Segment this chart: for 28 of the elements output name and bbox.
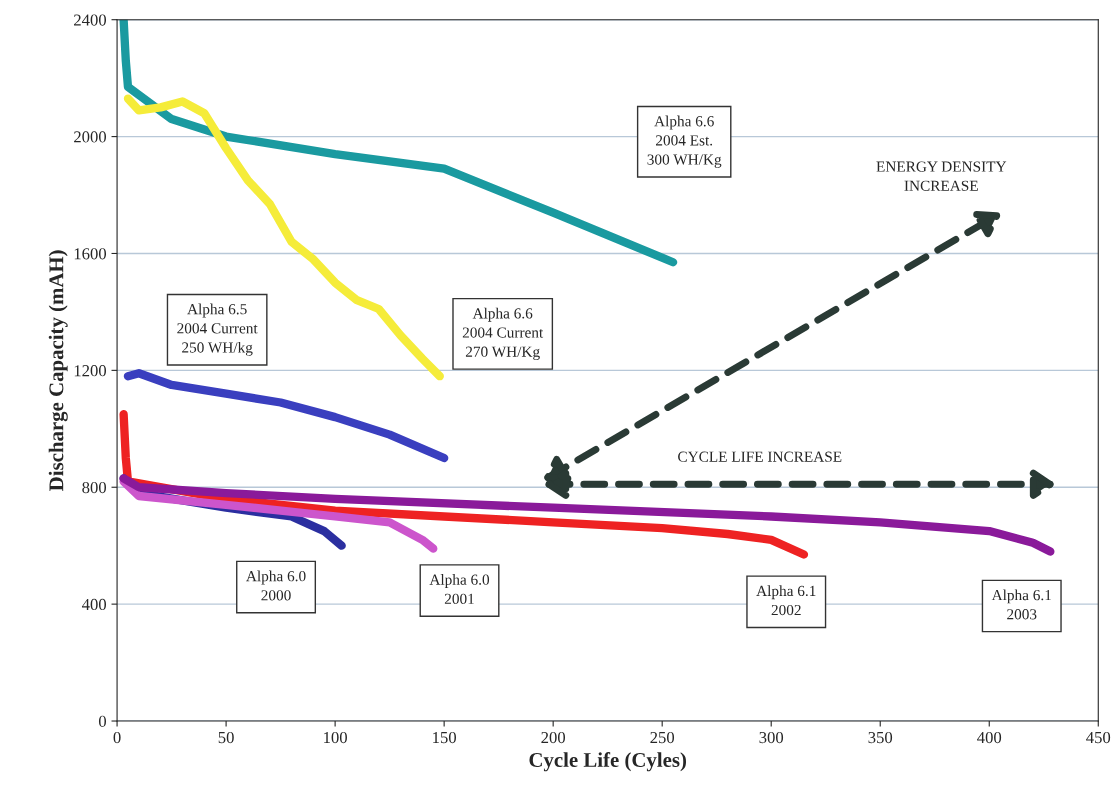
x-tick-label: 350 bbox=[868, 731, 893, 744]
x-tick-label: 450 bbox=[1086, 731, 1111, 744]
annotation: Alpha 6.0 2000 bbox=[246, 570, 306, 601]
y-tick-label: 400 bbox=[81, 598, 107, 611]
annotation: Alpha 6.1 2002 bbox=[756, 585, 816, 616]
y-tick-label: 0 bbox=[98, 715, 107, 727]
x-tick-label: 400 bbox=[977, 731, 1002, 744]
annotation: Alpha 6.6 2004 Current 270 WH/Kg bbox=[462, 307, 544, 360]
y-tick-label: 2000 bbox=[74, 131, 107, 143]
x-tick-label: 200 bbox=[541, 731, 566, 744]
annotation: Alpha 6.5 2004 Current 250 WH/kg bbox=[177, 303, 258, 356]
x-axis-title: Cycle Life (Cyles) bbox=[529, 752, 687, 772]
x-tick-label: 100 bbox=[324, 731, 347, 744]
x-tick-label: 50 bbox=[218, 731, 234, 744]
annotation: ENERGY DENSITY INCREASE bbox=[876, 161, 1007, 191]
x-tick-label: 250 bbox=[650, 731, 675, 744]
annotation: CYCLE LIFE INCREASE bbox=[678, 451, 842, 462]
annotation: Alpha 6.1 2003 bbox=[991, 589, 1051, 620]
y-tick-label: 1200 bbox=[74, 365, 107, 377]
annotation: Alpha 6.6 2004 Est. 300 WH/Kg bbox=[647, 115, 722, 168]
y-tick-label: 2400 bbox=[74, 14, 107, 26]
annotation: Alpha 6.0 2001 bbox=[429, 574, 490, 604]
x-tick-label: 0 bbox=[113, 731, 121, 744]
y-tick-label: 1600 bbox=[74, 248, 107, 260]
y-axis-title: Discharge Capacity (mAH) bbox=[48, 250, 68, 491]
x-tick-label: 150 bbox=[433, 731, 457, 744]
x-tick-label: 300 bbox=[759, 731, 784, 744]
y-tick-label: 800 bbox=[82, 481, 107, 494]
